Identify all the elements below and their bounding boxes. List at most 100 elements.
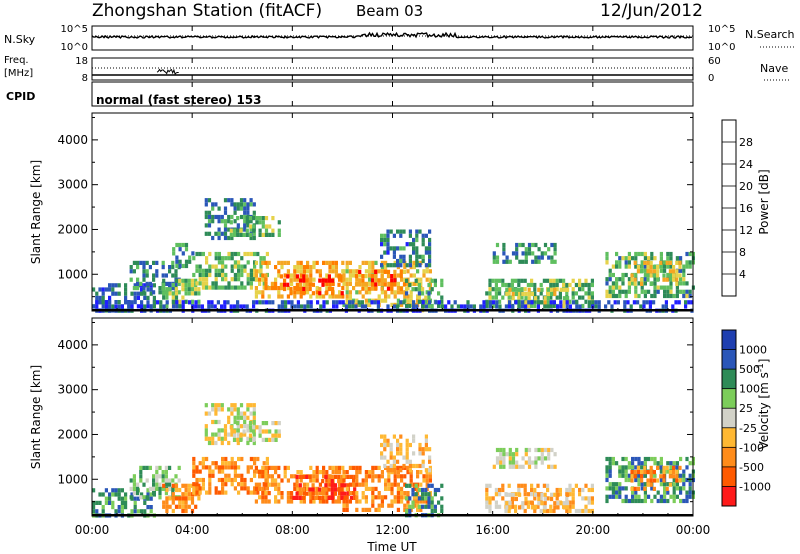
power-cell (267, 260, 271, 265)
power-cell (152, 304, 156, 309)
velocity-cell (415, 463, 419, 469)
velocity-cell (274, 433, 278, 438)
power-cell (243, 198, 247, 203)
velocity-cell (514, 508, 518, 514)
power-cell (253, 260, 257, 265)
velocity-cell (637, 498, 641, 504)
velocity-cell (181, 508, 185, 514)
power-cell (453, 300, 457, 305)
power-cell (229, 304, 233, 309)
power-cell (184, 287, 188, 292)
velocity-cell (405, 442, 409, 448)
velocity-cell (358, 465, 362, 470)
velocity-cell (523, 508, 527, 514)
velocity-cell (521, 505, 525, 510)
velocity-cell (499, 452, 503, 457)
velocity-cell (396, 459, 400, 464)
velocity-cell (511, 456, 516, 461)
power-cell (161, 260, 165, 265)
velocity-cell (355, 499, 359, 504)
power-cell (581, 282, 585, 288)
power-cell (305, 282, 309, 287)
velocity-cell (488, 508, 492, 514)
power-cell (223, 235, 228, 241)
power-cell (162, 295, 166, 300)
power-cell (95, 291, 99, 296)
velocity-cell (633, 486, 637, 491)
power-cell (669, 289, 673, 294)
velocity-cell (328, 474, 332, 479)
velocity-cell (425, 474, 429, 479)
power-cell (280, 260, 284, 265)
power-cell (342, 302, 346, 307)
velocity-cell (396, 491, 400, 496)
power-cell (230, 198, 234, 203)
velocity-cell (139, 470, 143, 475)
power-cell (252, 231, 256, 236)
velocity-cell (298, 487, 302, 492)
power-cell (494, 295, 498, 300)
power-cell (562, 278, 566, 283)
power-cell (662, 273, 666, 278)
velocity-cell (155, 465, 159, 470)
power-cell (361, 278, 365, 283)
velocity-cell (207, 436, 212, 441)
power-cell (412, 260, 416, 265)
power-cell (518, 287, 522, 292)
power-cell (364, 298, 368, 303)
power-cell (624, 289, 628, 294)
power-cell (184, 242, 189, 248)
velocity-cell (374, 465, 378, 470)
velocity-cell (550, 496, 554, 502)
velocity-cell (508, 464, 512, 469)
velocity-cell (195, 465, 199, 470)
power-cell (217, 227, 221, 232)
velocity-cell (605, 498, 609, 504)
velocity-cell (640, 478, 644, 483)
power-cell (524, 300, 528, 305)
velocity-cell (546, 487, 550, 493)
velocity-cell (543, 456, 548, 461)
power-cell (348, 281, 352, 286)
velocity-cell (190, 500, 195, 505)
velocity-cell (568, 508, 572, 514)
power-cell (555, 295, 559, 300)
velocity-cell (305, 491, 309, 496)
power-cell (608, 277, 612, 282)
velocity-cell (246, 415, 250, 420)
power-cell (411, 287, 415, 292)
power-cell (258, 220, 262, 225)
freq-trace (92, 67, 693, 76)
power-cell (511, 287, 515, 292)
velocity-cell (390, 503, 394, 508)
power-cell (653, 285, 657, 290)
power-cell (495, 255, 500, 260)
velocity-colorbar-segment (722, 349, 736, 370)
power-cell (578, 278, 582, 283)
power-cell (318, 273, 322, 278)
velocity-cell (358, 482, 362, 487)
power-cell (396, 298, 400, 303)
velocity-cell (162, 500, 166, 505)
power-cell (249, 277, 253, 282)
velocity-cell (325, 499, 329, 504)
power-cell (331, 291, 335, 296)
velocity-cell (643, 486, 647, 491)
velocity-cell (211, 461, 215, 466)
power-cell (520, 300, 524, 305)
power-cell (236, 300, 240, 305)
power-cell (216, 300, 220, 305)
power-cell (230, 268, 234, 273)
power-cell (305, 286, 309, 292)
power-cell (688, 251, 692, 257)
power-cell (187, 282, 191, 288)
nave-right-tick-top: 60 (708, 56, 721, 67)
power-cell (374, 274, 378, 279)
velocity-cell (406, 470, 410, 475)
velocity-cell (101, 509, 105, 514)
velocity-cell (201, 465, 205, 470)
velocity-cell (164, 470, 168, 475)
power-cell (396, 304, 400, 309)
power-cell (488, 287, 492, 292)
velocity-cell (427, 496, 431, 501)
